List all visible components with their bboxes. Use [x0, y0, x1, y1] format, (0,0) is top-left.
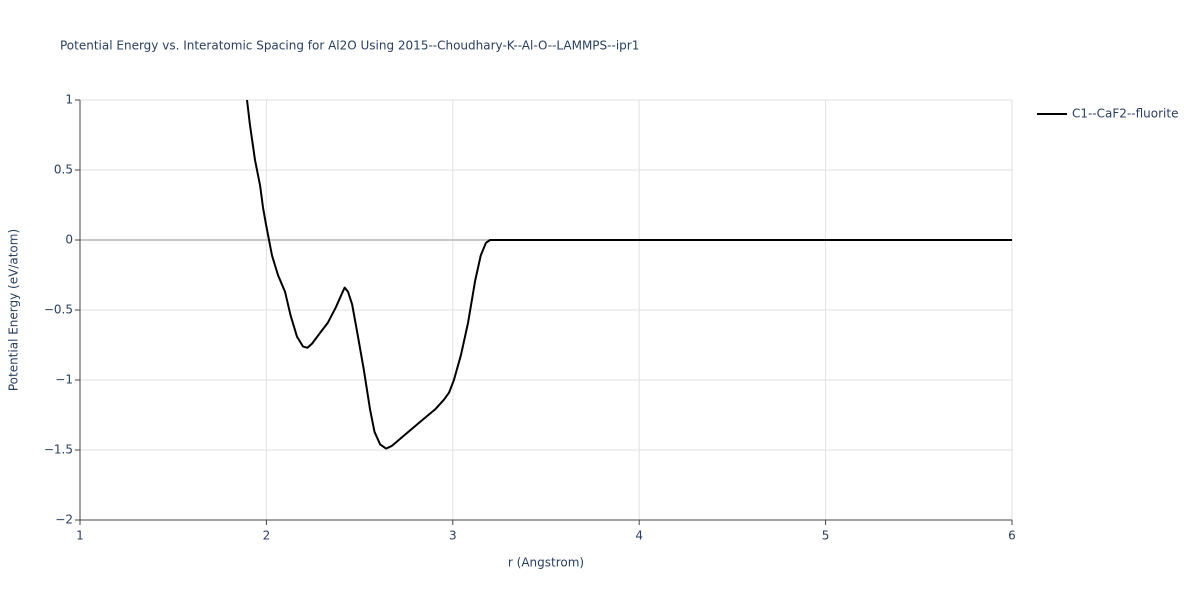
- y-tick-label: 0: [65, 233, 73, 247]
- x-tick-label: 5: [822, 529, 830, 543]
- x-tick-label: 1: [76, 529, 84, 543]
- x-axis-title: r (Angstrom): [508, 556, 584, 570]
- x-tick-label: 2: [263, 529, 271, 543]
- y-tick-label: 1: [65, 93, 73, 107]
- y-tick-label: −0.5: [44, 303, 73, 317]
- y-tick-label: 0.5: [54, 163, 73, 177]
- line-series: [246, 99, 1012, 450]
- y-axis-title: Potential Energy (eV/atom): [7, 229, 21, 391]
- legend-label: C1--CaF2--fluorite: [1072, 107, 1178, 121]
- y-tick-label: −2: [55, 513, 73, 527]
- x-tick-label: 4: [635, 529, 643, 543]
- y-tick-label: −1: [55, 373, 73, 387]
- chart-title: Potential Energy vs. Interatomic Spacing…: [60, 39, 639, 53]
- y-tick-label: −1.5: [44, 443, 73, 457]
- x-tick-label: 3: [449, 529, 457, 543]
- x-tick-label: 6: [1008, 529, 1016, 543]
